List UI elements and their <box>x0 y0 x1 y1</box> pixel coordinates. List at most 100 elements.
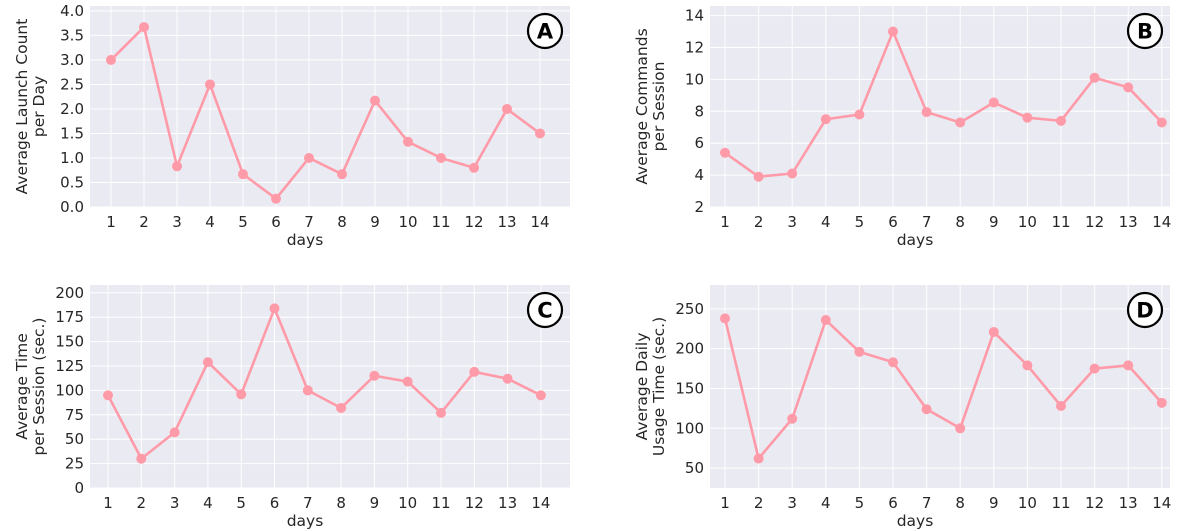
y-tick-label: 75 <box>65 406 84 424</box>
x-tick-label: 1 <box>720 494 730 512</box>
y-tick-label: 2 <box>694 198 704 216</box>
data-point <box>955 423 966 434</box>
data-point <box>820 315 831 326</box>
data-point <box>302 385 313 396</box>
data-point <box>502 373 513 384</box>
x-tick-label: 2 <box>754 213 764 231</box>
data-point <box>753 171 764 182</box>
x-tick-label: 1 <box>720 213 730 231</box>
panel-badge <box>1126 291 1164 329</box>
data-point <box>820 114 831 125</box>
panel-badge-label: A <box>537 20 554 44</box>
x-tick-label: 10 <box>398 213 417 231</box>
data-point <box>136 453 147 464</box>
y-tick-label: 200 <box>675 340 704 358</box>
x-tick-label: 13 <box>1119 213 1138 231</box>
x-tick-label: 6 <box>271 213 281 231</box>
data-point <box>106 54 116 65</box>
data-point <box>1056 115 1066 126</box>
panel-badge-label: B <box>1137 20 1153 44</box>
x-tick-label: 5 <box>855 213 865 231</box>
y-tick-label: 175 <box>55 308 84 326</box>
x-tick-label: 12 <box>464 213 483 231</box>
y-tick-label: 6 <box>694 134 704 152</box>
data-point <box>988 97 999 108</box>
x-tick-label: 10 <box>1018 213 1037 231</box>
data-point <box>369 370 380 381</box>
y-tick-label: 150 <box>675 379 704 397</box>
y-tick-label: 2.0 <box>60 100 84 118</box>
x-tick-label: 8 <box>336 494 346 512</box>
data-point <box>854 346 865 357</box>
series-line <box>110 25 541 200</box>
data-point <box>1089 363 1100 374</box>
y-axis-label: Usage Time (sec.) <box>650 317 668 456</box>
y-tick-label: 1.5 <box>60 124 84 142</box>
x-tick-label: 12 <box>1085 213 1104 231</box>
x-tick-label: 7 <box>922 494 932 512</box>
x-tick-label: 7 <box>304 213 314 231</box>
y-tick-label: 0.5 <box>60 173 84 191</box>
x-tick-label: 13 <box>1119 494 1138 512</box>
x-tick-label: 3 <box>170 494 180 512</box>
x-tick-label: 9 <box>989 494 999 512</box>
data-point <box>336 402 347 413</box>
x-tick-label: 7 <box>303 494 313 512</box>
data-point <box>888 357 898 368</box>
x-tick-label: 11 <box>1051 494 1070 512</box>
x-tick-label: 14 <box>530 213 549 231</box>
y-axis-label: Average Commands <box>633 28 651 184</box>
data-point <box>403 136 413 147</box>
x-tick-label: 4 <box>205 213 215 231</box>
data-point <box>304 152 314 163</box>
panel-badge <box>526 12 564 50</box>
x-tick-label: 13 <box>497 213 516 231</box>
x-tick-label: 5 <box>238 213 248 231</box>
y-tick-label: 200 <box>55 284 84 302</box>
data-point <box>921 404 932 415</box>
x-axis-label: days <box>897 512 934 530</box>
y-tick-label: 100 <box>55 381 84 399</box>
x-tick-label: 4 <box>203 494 213 512</box>
data-point <box>720 147 730 158</box>
data-point <box>1022 112 1033 123</box>
data-point <box>269 303 280 314</box>
y-tick-label: 2.5 <box>60 75 84 93</box>
series-line <box>723 318 1163 460</box>
data-point <box>205 79 215 90</box>
x-tick-label: 1 <box>106 213 116 231</box>
x-tick-label: 2 <box>139 213 149 231</box>
data-point <box>236 389 247 400</box>
y-axis-label: Average Launch Count <box>13 19 31 195</box>
x-tick-label: 3 <box>787 494 797 512</box>
plot-area <box>710 285 1170 488</box>
x-tick-label: 4 <box>821 213 831 231</box>
y-axis-label: per Day <box>30 76 48 137</box>
data-point <box>271 193 281 204</box>
data-point <box>1156 117 1167 128</box>
x-tick-label: 10 <box>398 494 417 512</box>
data-point <box>502 103 512 114</box>
data-point <box>238 169 248 180</box>
data-point <box>469 366 480 377</box>
y-tick-label: 8 <box>694 102 704 120</box>
panel-badge-label: C <box>537 299 552 323</box>
data-point <box>955 117 966 128</box>
data-point <box>1089 72 1100 83</box>
series-line <box>724 30 1163 178</box>
x-tick-label: 6 <box>888 213 898 231</box>
x-tick-label: 6 <box>888 494 898 512</box>
panel-badge-label: D <box>1136 299 1153 323</box>
data-point <box>720 313 730 324</box>
x-tick-label: 4 <box>821 494 831 512</box>
y-tick-label: 4.0 <box>60 2 84 20</box>
y-tick-label: 3.0 <box>60 51 84 69</box>
data-point <box>436 407 446 418</box>
plot-area <box>90 285 570 488</box>
x-tick-label: 8 <box>337 213 347 231</box>
data-point <box>1056 401 1066 412</box>
x-tick-label: 6 <box>270 494 280 512</box>
y-tick-label: 150 <box>55 333 84 351</box>
x-tick-label: 1 <box>103 494 113 512</box>
